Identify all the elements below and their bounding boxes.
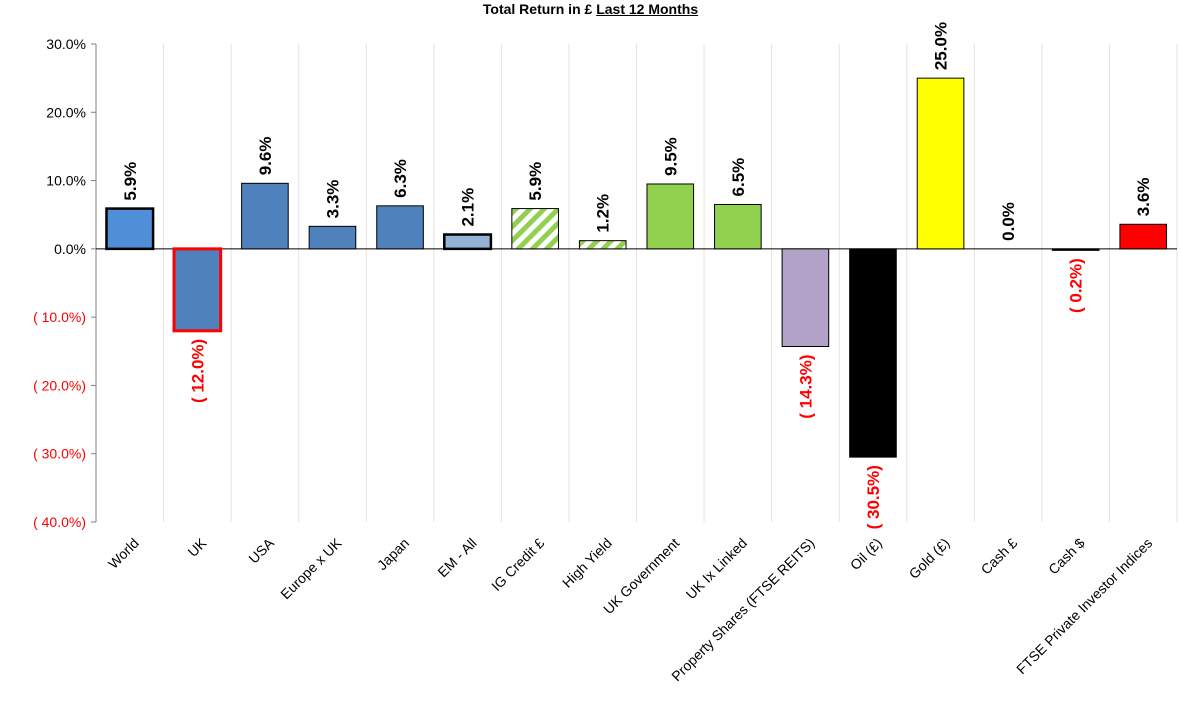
x-tick-label: High Yield bbox=[559, 535, 615, 591]
data-labels: 5.9% ( 12.0%) 9.6% 3.3% 6.3% 2.1% 5.9% 1.2% 9.5%… bbox=[121, 22, 1153, 529]
x-tick-label: UK Ix Linked bbox=[683, 535, 750, 602]
data-label: 6.5% bbox=[729, 158, 748, 197]
bar bbox=[105, 207, 155, 251]
x-tick-label: Property Shares (FTSE REITS) bbox=[668, 535, 817, 684]
data-label: 3.3% bbox=[323, 180, 342, 219]
bar bbox=[781, 248, 830, 348]
data-label: 5.9% bbox=[121, 162, 140, 201]
data-label: 5.9% bbox=[526, 162, 545, 201]
data-label: ( 12.0%) bbox=[188, 339, 207, 403]
bar bbox=[849, 248, 897, 458]
bar bbox=[1051, 248, 1100, 251]
x-tick-label: Oil (£) bbox=[847, 535, 885, 573]
x-tick-label: World bbox=[105, 535, 142, 572]
bar bbox=[1119, 223, 1168, 250]
x-tick-label: Japan bbox=[374, 535, 412, 573]
data-label: ( 14.3%) bbox=[796, 355, 815, 419]
y-tick-label: ( 10.0%) bbox=[33, 309, 86, 325]
x-tick-label: FTSE Private Investor Indices bbox=[1013, 535, 1155, 677]
bar bbox=[578, 240, 627, 250]
chart-title-main: Total Return in £ bbox=[482, 1, 597, 17]
x-tick-label: USA bbox=[245, 534, 277, 566]
gridlines bbox=[163, 44, 1178, 522]
chart-title: Total Return in £ Last 12 Months bbox=[0, 1, 1181, 17]
x-tick-label: UK bbox=[184, 534, 210, 560]
y-tick-label: 30.0% bbox=[46, 36, 86, 52]
data-label: ( 0.2%) bbox=[1067, 258, 1086, 313]
y-tick-label: 20.0% bbox=[46, 104, 86, 120]
data-label: 1.2% bbox=[594, 194, 613, 233]
x-tick-label: Cash $ bbox=[1045, 535, 1088, 578]
x-tick-label: IG Credit £ bbox=[488, 535, 547, 594]
bar bbox=[916, 77, 965, 250]
data-label: 9.6% bbox=[256, 137, 275, 176]
bar bbox=[443, 233, 493, 251]
bar bbox=[646, 183, 695, 250]
data-label: 3.6% bbox=[1134, 178, 1153, 217]
data-label: ( 30.5%) bbox=[864, 465, 883, 529]
bar bbox=[376, 205, 424, 250]
y-tick-label: 0.0% bbox=[54, 241, 86, 257]
x-tick-label: Cash £ bbox=[978, 535, 1021, 578]
bar bbox=[511, 208, 559, 250]
y-axis: 30.0% 20.0% 10.0% 0.0% ( 10.0%) ( 20.0%) ( 30.… bbox=[33, 36, 1177, 530]
bar bbox=[308, 225, 357, 250]
data-label: 0.0% bbox=[999, 202, 1018, 241]
data-label: 9.5% bbox=[661, 137, 680, 176]
y-tick-label: 10.0% bbox=[46, 173, 86, 189]
y-tick-label: ( 40.0%) bbox=[33, 514, 86, 530]
x-tick-label: Gold (£) bbox=[906, 535, 953, 582]
x-tick-label: Europe x UK bbox=[277, 534, 345, 602]
x-tick-label: EM - All bbox=[434, 535, 479, 580]
data-label: 2.1% bbox=[459, 188, 478, 227]
x-axis: World UK USA Europe x UK Japan EM - All IG Cre… bbox=[105, 534, 1155, 684]
bar bbox=[241, 182, 289, 250]
data-label: 25.0% bbox=[932, 22, 951, 70]
bar bbox=[714, 203, 762, 250]
y-tick-label: ( 30.0%) bbox=[33, 446, 86, 462]
chart-title-period: Last 12 Months bbox=[596, 1, 699, 17]
data-label: 6.3% bbox=[391, 159, 410, 198]
bar bbox=[172, 247, 223, 333]
bars bbox=[105, 77, 1168, 458]
y-tick-label: ( 20.0%) bbox=[33, 377, 86, 393]
